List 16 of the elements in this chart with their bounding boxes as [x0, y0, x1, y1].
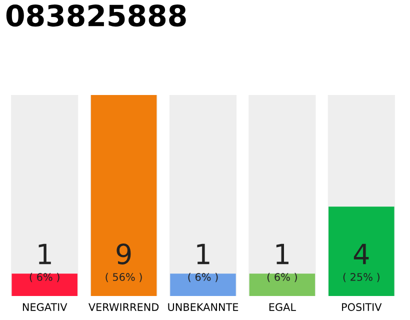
- chart-title: 083825888: [6, 4, 186, 27]
- x-tick-label: VERWIRREND: [88, 303, 159, 311]
- annotation: ( 56% ): [106, 272, 142, 282]
- annotation: ( 6% ): [188, 272, 218, 282]
- data-label: 1: [38, 244, 51, 264]
- annotation: ( 6% ): [267, 272, 297, 282]
- data-label: 9: [116, 243, 131, 264]
- x-tick-label: EGAL: [269, 303, 296, 312]
- x-tick-label: NEGATIV: [22, 303, 68, 312]
- data-label: 1: [197, 244, 210, 264]
- annotation: ( 25% ): [343, 272, 380, 282]
- annotation: ( 6% ): [30, 272, 60, 282]
- data-label: 1: [276, 244, 288, 264]
- x-tick-label: UNBEKANNTE: [168, 303, 238, 312]
- x-tick-label: POSITIV: [342, 303, 382, 312]
- data-label: 4: [354, 244, 369, 264]
